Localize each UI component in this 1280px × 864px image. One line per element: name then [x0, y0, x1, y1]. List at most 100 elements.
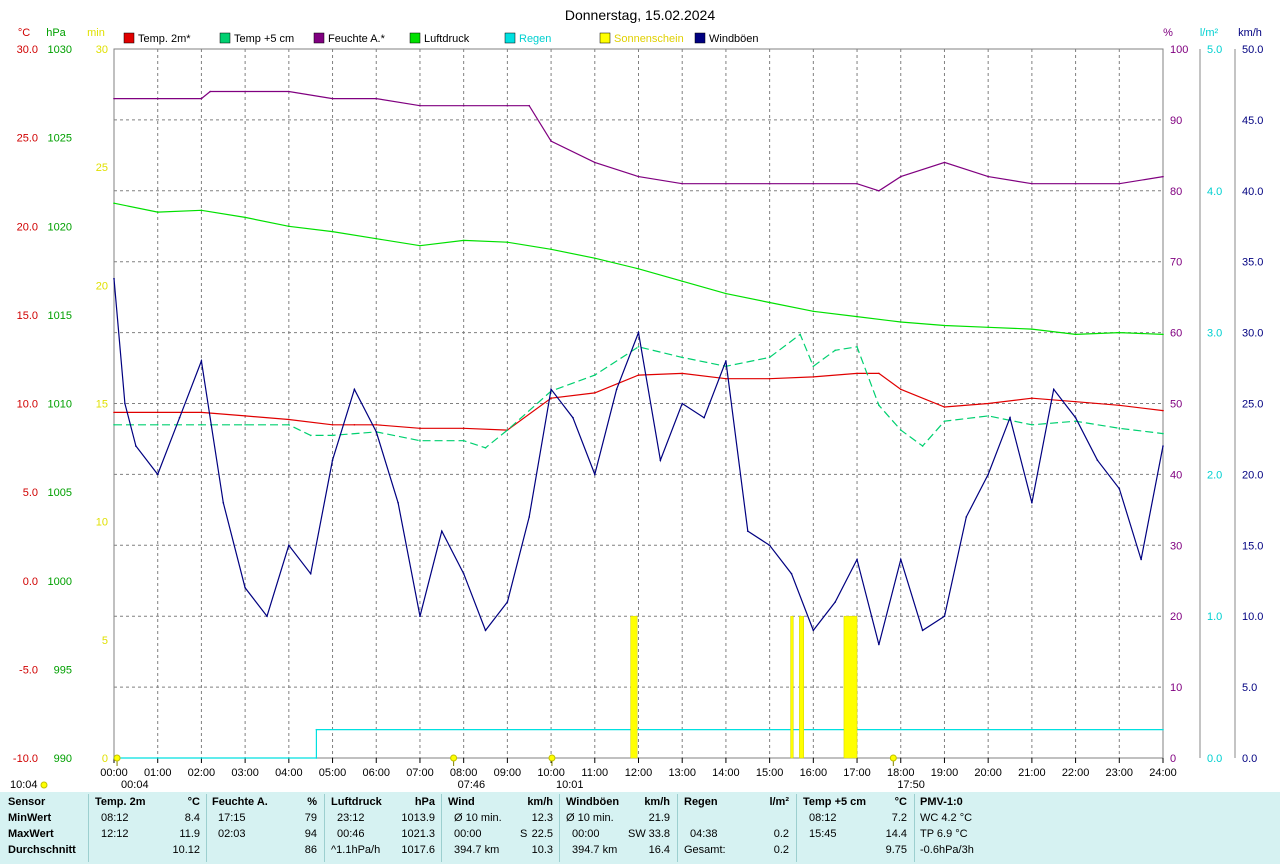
series-point: [244, 423, 246, 426]
series-point: [200, 411, 203, 414]
summary-time: ^1.1hPa/h: [331, 844, 381, 856]
series-point: [878, 643, 880, 646]
series-point: [593, 473, 596, 476]
series-point: [1031, 182, 1033, 185]
series-point: [681, 372, 684, 375]
series-point: [484, 447, 487, 449]
summary-time: 00:46: [337, 828, 365, 840]
series-point: [462, 239, 465, 242]
axis-unit-humidity_pct: %: [1163, 27, 1173, 39]
sunshine-bar: [630, 615, 638, 759]
series-point: [506, 429, 509, 431]
series-point: [1096, 459, 1099, 462]
series-point: [725, 360, 727, 362]
summary-luftdruck: Luftdruck hPa 23:12 1013.9 00:46 1021.3 ^1.…: [331, 796, 435, 862]
legend-swatch: [409, 32, 421, 44]
x-tick-label: 11:00: [581, 767, 608, 779]
legend: Temp. 2m* Temp +5 cm Feuchte A.* Luftdruck R…: [123, 32, 759, 45]
series-point: [288, 423, 290, 426]
series-point: [987, 415, 989, 417]
sunshine-bar: [799, 615, 804, 759]
x-tick-label: 20:00: [974, 767, 1002, 779]
series-point: [1118, 404, 1121, 407]
weather-chart: Donnerstag, 15.02.2024 00:00 01:00 02:00 03…: [10, 7, 1264, 791]
series-point: [353, 423, 356, 426]
event-markers: 10:04 00:04 07:46 10:01 17:50: [10, 754, 925, 791]
axis-unit-temp_c: °C: [18, 27, 30, 39]
summary-time: 394.7 km: [454, 844, 500, 856]
series-point: [659, 459, 662, 462]
series-point: [899, 388, 902, 391]
x-tick-label: 01:00: [144, 767, 172, 779]
series-point: [1031, 328, 1033, 330]
axes: 00:00 01:00 02:00 03:00 04:00 05:00 06:00 07:00…: [13, 27, 1264, 779]
y-tick-label-humidity_pct: 40: [1170, 469, 1182, 481]
x-tick-label: 19:00: [931, 767, 959, 779]
series-point: [135, 445, 137, 447]
series-point: [1118, 487, 1121, 490]
event-label: 10:04: [10, 779, 38, 791]
series-point: [1074, 400, 1077, 403]
sunshine-bar: [843, 615, 858, 759]
summary-value: 1021.3: [401, 828, 435, 840]
series-point: [288, 225, 290, 228]
event-label: 17:50: [897, 779, 925, 791]
series-point: [768, 301, 771, 304]
y-tick-label-humidity_pct: 90: [1170, 115, 1182, 127]
x-tick-label: 24:00: [1149, 767, 1177, 779]
summary-time: 00:00: [572, 828, 600, 840]
legend-swatch: [313, 32, 325, 44]
axis-unit-rain_l: l/m²: [1200, 27, 1219, 39]
summary-header: Temp. 2m: [95, 796, 146, 808]
series-point: [200, 360, 203, 362]
y-tick-label-sunshine: 0: [102, 753, 108, 765]
series-point: [506, 241, 509, 244]
series-point: [113, 202, 115, 205]
y-tick-label-pressure_hpa: 990: [54, 753, 72, 765]
series-point: [528, 516, 531, 518]
series-point: [812, 310, 815, 313]
summary-time: 02:03: [218, 828, 246, 840]
series-point: [899, 175, 902, 178]
y-tick-label-pressure_hpa: 1030: [48, 44, 72, 56]
series-point: [1118, 427, 1121, 430]
series-point: [156, 97, 159, 100]
series-point: [156, 211, 159, 213]
series-point: [331, 434, 334, 437]
series-point: [725, 377, 727, 380]
series-point: [856, 372, 858, 375]
series-point: [315, 757, 318, 759]
series-point: [419, 244, 421, 247]
summary-header: Luftdruck: [331, 796, 382, 808]
series-line: [113, 278, 1164, 645]
summary-pmv-value: -0.6hPa/3h: [920, 844, 974, 856]
series-point: [1118, 182, 1121, 185]
series-point: [266, 615, 268, 617]
x-tick-label: 07:00: [406, 767, 434, 779]
y-tick-label-pressure_hpa: 1020: [48, 221, 72, 233]
summary-unit: °C: [894, 796, 907, 808]
y-tick-label-temp_c: 20.0: [17, 221, 38, 233]
series-point: [113, 411, 115, 414]
series-point: [1009, 416, 1011, 419]
y-tick-label-wind_kmh: 40.0: [1242, 186, 1263, 198]
axis-unit-sunshine: min: [87, 27, 105, 39]
series-point: [812, 376, 815, 378]
summary-header: PMV-1:0: [920, 796, 963, 808]
legend-swatch: [219, 32, 231, 44]
y-tick-label-humidity_pct: 60: [1170, 328, 1182, 340]
y-tick-label-wind_kmh: 20.0: [1242, 469, 1263, 481]
summary-time: 17:15: [218, 812, 246, 824]
series-point: [1162, 432, 1164, 435]
event-label: 10:01: [556, 779, 584, 791]
summary-value: 9.75: [885, 844, 907, 856]
series-point: [572, 416, 574, 419]
series-point: [156, 473, 159, 476]
series-point: [1031, 423, 1033, 426]
x-tick-label: 09:00: [494, 767, 522, 779]
x-tick-label: 23:00: [1106, 767, 1134, 779]
series-point: [1052, 388, 1055, 391]
y-tick-label-rain_l: 2.0: [1207, 469, 1222, 481]
series-point: [1074, 420, 1077, 423]
series-point: [637, 374, 640, 376]
